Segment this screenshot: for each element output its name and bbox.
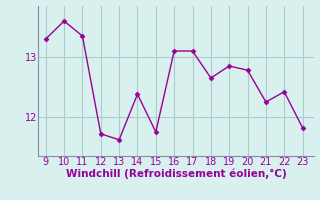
X-axis label: Windchill (Refroidissement éolien,°C): Windchill (Refroidissement éolien,°C) — [66, 169, 286, 179]
